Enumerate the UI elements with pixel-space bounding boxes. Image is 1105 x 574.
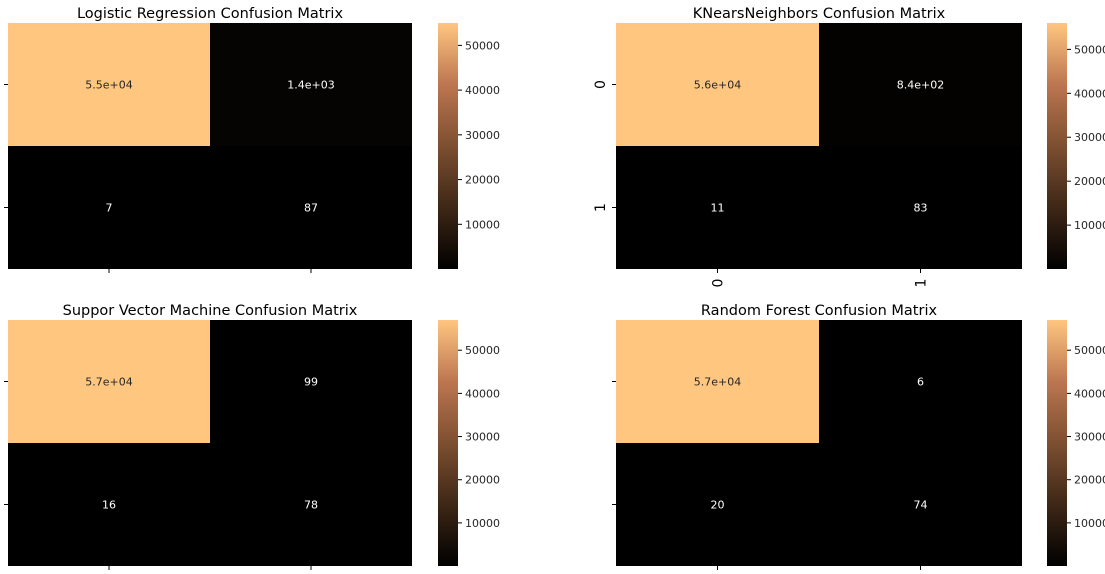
colorbar-gradient xyxy=(438,320,458,566)
cell-annotation: 87 xyxy=(304,202,318,215)
cell-annotation: 16 xyxy=(102,499,116,512)
heatmap-cell xyxy=(210,146,412,269)
cell-annotation: 74 xyxy=(914,499,928,512)
y-tick-label: 0 xyxy=(593,80,609,89)
colorbar-tick-label: 50000 xyxy=(1074,344,1105,357)
colorbar-gradient xyxy=(1047,23,1067,269)
cell-annotation: 5.6e+04 xyxy=(694,79,741,92)
heatmap-cell xyxy=(210,443,412,566)
heatmap-cell xyxy=(819,146,1022,269)
heatmap-cell xyxy=(616,443,819,566)
colorbar-tick-label: 10000 xyxy=(1074,219,1105,232)
cell-annotation: 5.7e+04 xyxy=(694,376,741,389)
cell-annotation: 11 xyxy=(711,202,725,215)
cell-annotation: 5.5e+04 xyxy=(85,79,132,92)
heatmap-support-vector-machine: Suppor Vector Machine Confusion Matrix 5.… xyxy=(4,303,500,570)
colorbar-tick-label: 20000 xyxy=(1074,175,1105,188)
heatmap-cell xyxy=(616,320,819,443)
heatmap-cell xyxy=(210,320,412,443)
heatmap-cell xyxy=(210,23,412,146)
cell-annotation: 8.4e+02 xyxy=(897,79,944,92)
colorbar-tick-label: 10000 xyxy=(465,218,500,231)
cell-annotation: 1.4e+03 xyxy=(287,79,334,92)
colorbar-gradient xyxy=(1047,320,1067,566)
cell-annotation: 6 xyxy=(917,376,924,389)
colorbar-tick-label: 20000 xyxy=(465,474,500,487)
colorbar-tick-label: 40000 xyxy=(1074,387,1105,400)
colorbar-tick-label: 30000 xyxy=(465,129,500,142)
y-tick-label: 1 xyxy=(593,203,609,212)
colorbar: 10000 20000 30000 40000 50000 xyxy=(438,23,500,269)
colorbar-tick-label: 20000 xyxy=(465,174,500,187)
heatmap-cell xyxy=(8,443,210,566)
colorbar-tick-label: 50000 xyxy=(1074,43,1105,56)
heatmap-cell xyxy=(8,146,210,269)
colorbar-tick-label: 30000 xyxy=(1074,431,1105,444)
heatmap-cell xyxy=(8,320,210,443)
colorbar: 10000 20000 30000 40000 50000 xyxy=(1047,320,1105,566)
colorbar-tick-label: 10000 xyxy=(1074,517,1105,530)
chart-title: Suppor Vector Machine Confusion Matrix xyxy=(63,303,358,319)
heatmap-cell xyxy=(616,23,819,146)
colorbar-tick-label: 30000 xyxy=(465,431,500,444)
colorbar-tick-label: 10000 xyxy=(465,517,500,530)
x-tick-label: 0 xyxy=(711,279,727,288)
colorbar-tick-label: 50000 xyxy=(465,344,500,357)
chart-title: Logistic Regression Confusion Matrix xyxy=(77,6,344,22)
colorbar-tick-label: 20000 xyxy=(1074,474,1105,487)
heatmap-knearsneighbors: KNearsNeighbors Confusion Matrix 5.6e+04 8… xyxy=(593,6,1105,287)
heatmap-cell xyxy=(819,320,1022,443)
heatmap-random-forest: Random Forest Confusion Matrix 5.7e+04 6 20… xyxy=(612,303,1105,570)
cell-annotation: 5.7e+04 xyxy=(85,376,132,389)
colorbar-gradient xyxy=(438,23,458,269)
chart-title: Random Forest Confusion Matrix xyxy=(701,303,938,319)
colorbar-tick-label: 40000 xyxy=(465,387,500,400)
chart-title: KNearsNeighbors Confusion Matrix xyxy=(693,6,946,22)
heatmap-cell xyxy=(8,23,210,146)
colorbar: 10000 20000 30000 40000 50000 xyxy=(438,320,500,566)
cell-annotation: 7 xyxy=(106,202,113,215)
heatmap-cell xyxy=(819,23,1022,146)
cell-annotation: 20 xyxy=(711,499,725,512)
cell-annotation: 78 xyxy=(304,499,318,512)
colorbar-tick-label: 50000 xyxy=(465,39,500,52)
x-tick-label: 1 xyxy=(914,279,930,288)
colorbar-tick-label: 40000 xyxy=(465,84,500,97)
heatmap-logistic-regression: Logistic Regression Confusion Matrix 5.5e… xyxy=(4,6,500,273)
cell-annotation: 99 xyxy=(304,376,318,389)
colorbar-tick-label: 40000 xyxy=(1074,87,1105,100)
colorbar: 10000 20000 30000 40000 50000 xyxy=(1047,23,1105,269)
colorbar-tick-label: 30000 xyxy=(1074,131,1105,144)
heatmap-cell xyxy=(819,443,1022,566)
heatmap-cell xyxy=(616,146,819,269)
cell-annotation: 83 xyxy=(914,202,928,215)
